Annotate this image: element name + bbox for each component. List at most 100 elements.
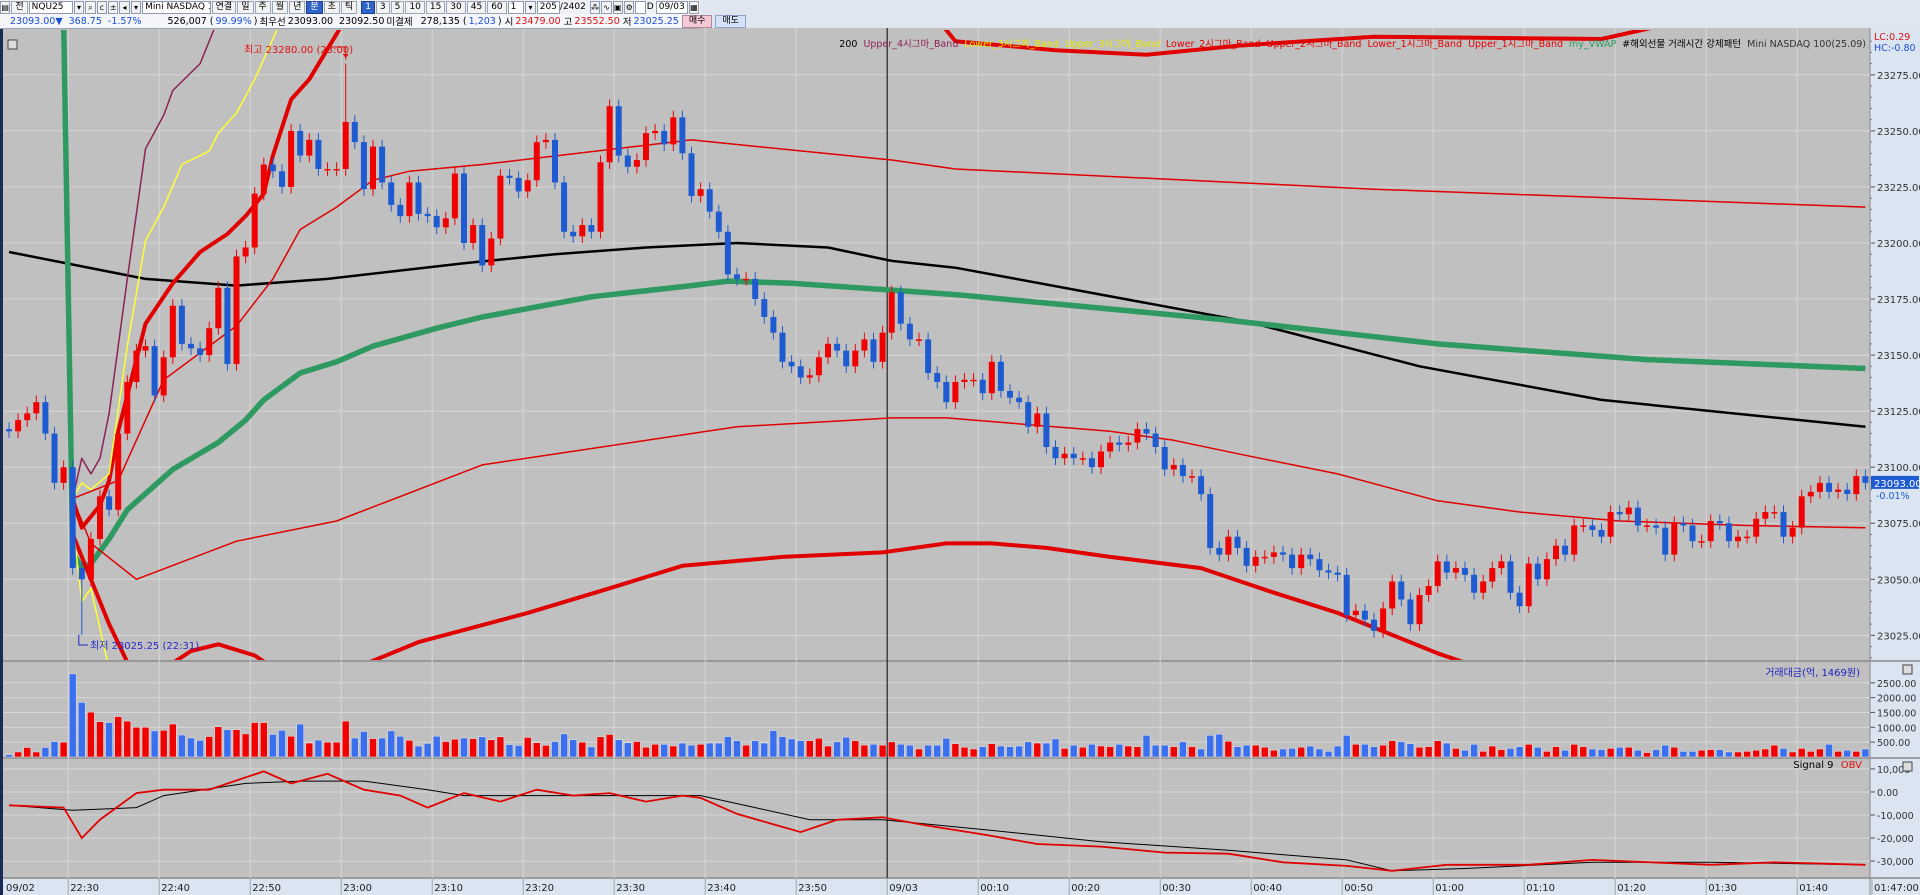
candle: [1625, 507, 1632, 515]
chart-menu-icon[interactable]: ▤: [0, 0, 11, 14]
buy-button[interactable]: 매수: [681, 14, 713, 28]
chart-settings-icon[interactable]: [7, 39, 18, 50]
sell-button[interactable]: 매도: [715, 14, 746, 28]
volume-bar: [1643, 752, 1651, 758]
legend-item[interactable]: Mini NASDAQ 100(25.09): [1747, 39, 1866, 50]
time-tick-label: 22:40: [161, 883, 190, 894]
candle: [1707, 520, 1714, 542]
period-tab[interactable]: 초: [323, 0, 340, 14]
period-tab[interactable]: 분: [306, 0, 323, 14]
date-checkbox[interactable]: [635, 0, 646, 14]
interval-tab[interactable]: 60: [487, 0, 507, 14]
volume-bar: [68, 673, 77, 758]
candle: [706, 189, 713, 212]
candle: [888, 292, 895, 333]
candle: [1398, 581, 1405, 600]
candle: [461, 173, 467, 243]
volume-bar: [496, 736, 505, 758]
candle: [1698, 541, 1705, 543]
spin-icon[interactable]: ±: [107, 0, 119, 14]
legend-item[interactable]: 200: [839, 39, 858, 50]
period-tab[interactable]: 틱: [340, 0, 358, 14]
date-input[interactable]: 09/03: [655, 0, 688, 14]
time-tick-label: 00:50: [1344, 883, 1373, 894]
legend-item[interactable]: Lower_1시그마_Band: [1367, 39, 1463, 50]
speaker-icon[interactable]: ◂: [119, 0, 130, 14]
volume-bar: [78, 702, 86, 758]
obv-panel[interactable]: [8, 770, 1866, 872]
search-icon[interactable]: ⌕: [85, 0, 96, 14]
legend-item[interactable]: Upper_3시그마_Band: [1064, 39, 1160, 50]
volume-bar: [1588, 748, 1597, 758]
chevron-down-icon[interactable]: ▾: [525, 0, 536, 14]
candle: [1116, 442, 1123, 445]
candle: [688, 153, 695, 196]
interval-tab[interactable]: 30: [446, 0, 466, 14]
legend-item[interactable]: Upper_2시그마_Band: [1266, 39, 1362, 50]
chart-toolbar: ▤ 전 NQU25 ▾ ⌕ c ± ◂ ▾ Mini NASDAQ 100(25…: [0, 0, 700, 15]
symbol-input[interactable]: NQU25: [28, 0, 73, 14]
interval-tab[interactable]: 5: [390, 0, 405, 14]
interval-tab[interactable]: 3: [375, 0, 390, 14]
interval-tab[interactable]: 45: [466, 0, 487, 14]
legend-item[interactable]: Upper_4시그마_Band: [863, 39, 959, 50]
volume-bar: [1661, 744, 1669, 758]
time-tick-label: 01:40: [1799, 883, 1828, 894]
obv-panel-menu-icon[interactable]: [1902, 761, 1913, 772]
volume-bar: [250, 722, 259, 758]
volume-panel-menu-icon[interactable]: [1902, 664, 1913, 675]
volume-bar: [733, 740, 741, 758]
volume-bar: [642, 746, 650, 758]
legend-item[interactable]: #해외선물 거래시간 강제패턴: [1622, 39, 1742, 50]
period-tab[interactable]: 일: [237, 0, 254, 14]
volume-bar: [933, 744, 941, 758]
volume-bar: [1333, 745, 1342, 758]
legend-item[interactable]: my_VWAP: [1569, 39, 1617, 50]
add-indicator-icon[interactable]: ⁂: [589, 0, 601, 14]
calendar-icon[interactable]: ▦: [688, 0, 700, 14]
market-button[interactable]: 전: [11, 0, 28, 14]
volume-bar: [1397, 741, 1406, 758]
save-icon[interactable]: ▣: [612, 0, 624, 14]
chevron-down-icon[interactable]: ▾: [73, 0, 85, 14]
candle: [1325, 570, 1332, 573]
volume-bar: [951, 743, 960, 758]
period-tab[interactable]: 월: [271, 0, 289, 14]
volume-bar: [169, 723, 177, 758]
candle: [1507, 561, 1514, 593]
interval-tab[interactable]: 10: [405, 0, 425, 14]
interval-tab[interactable]: 15: [425, 0, 446, 14]
period-tab[interactable]: 주: [254, 0, 271, 14]
legend-item[interactable]: Lower_3시그마_Band: [964, 39, 1059, 50]
period-tab[interactable]: 년: [289, 0, 306, 14]
time-tick-label: 23:00: [343, 883, 372, 894]
volume-bar: [1060, 748, 1069, 758]
period-tabs: 연결 일 주 월 년 분 초 틱: [211, 0, 359, 14]
interval-tab[interactable]: 1: [361, 0, 375, 14]
time-tick-label: 00:20: [1071, 883, 1100, 894]
candle: [1562, 545, 1569, 555]
lc-hc-readout: LC:0.29 HC:-0.80: [1874, 32, 1916, 54]
volume-bar: [442, 741, 450, 758]
multiplier-select[interactable]: 1: [507, 0, 525, 14]
candle: [1735, 536, 1741, 542]
period-tab[interactable]: 연결: [211, 0, 237, 14]
legend-item[interactable]: Upper_1시그마_Band: [1468, 39, 1563, 50]
candle: [1471, 574, 1478, 593]
indicator-line-lower-2-band: [70, 533, 1464, 660]
gear-icon[interactable]: ⚙: [624, 0, 635, 14]
volume-panel[interactable]: [5, 673, 1870, 758]
legend-item[interactable]: Lower_2시그마_Band: [1165, 39, 1261, 50]
price-panel[interactable]: [6, 19, 1869, 692]
candle: [1189, 476, 1195, 478]
interval-tabs: 1 3 5 10 15 30 45 60: [361, 0, 507, 14]
trend-line-icon[interactable]: ∿: [601, 0, 612, 14]
chevron-down-icon[interactable]: ▾: [130, 0, 142, 14]
volume-bar: [1188, 746, 1196, 758]
bar-count-input[interactable]: 205: [536, 0, 560, 14]
volume-bar: [432, 735, 441, 758]
open-label: 시: [504, 17, 514, 28]
chart-c-icon[interactable]: c: [96, 0, 107, 14]
volume-bar: [1097, 745, 1105, 758]
